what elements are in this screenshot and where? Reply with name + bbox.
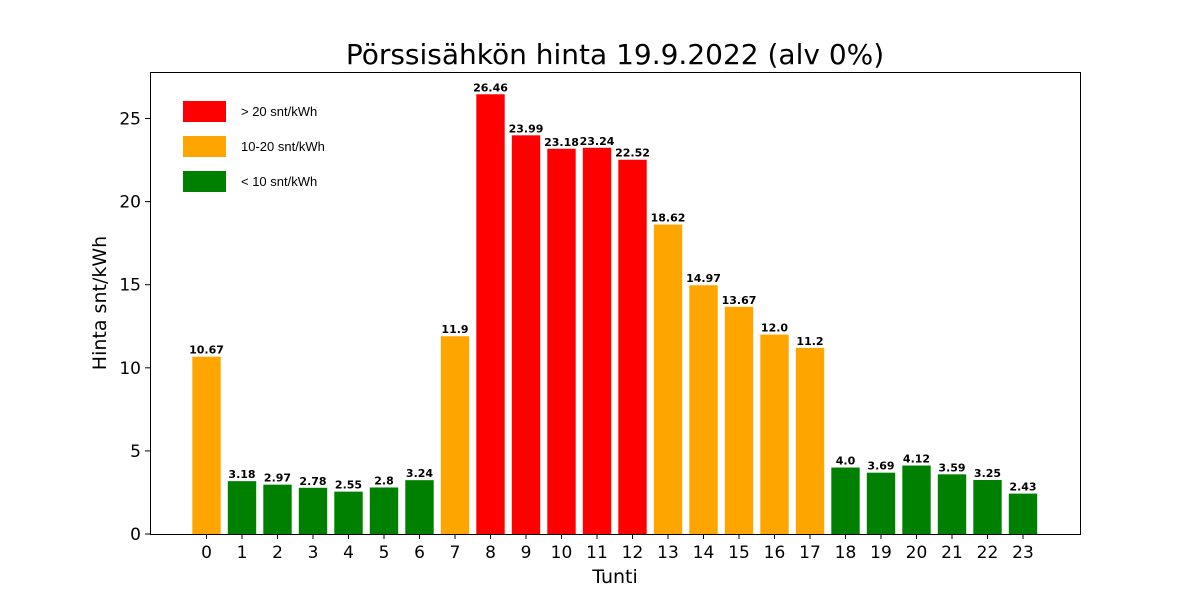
data-label-hour-12: 22.52 (615, 147, 650, 160)
x-tick-label: 7 (450, 543, 461, 563)
data-label-hour-2: 2.97 (264, 472, 291, 485)
data-label-hour-21: 3.59 (938, 461, 965, 474)
bar-hour-2 (263, 484, 292, 534)
data-label-hour-10: 23.18 (544, 136, 579, 149)
x-tick-label: 18 (835, 543, 857, 563)
legend-label: 10-20 snt/kWh (241, 139, 325, 154)
x-tick-label: 19 (870, 543, 892, 563)
bar-hour-13 (653, 224, 683, 535)
y-axis: 0 5 10 15 20 25 (119, 110, 150, 545)
bar-hour-16 (760, 334, 789, 534)
data-label-hour-22: 3.25 (974, 467, 1001, 480)
y-tick-label: 15 (119, 276, 141, 296)
x-tick-label: 1 (237, 543, 248, 563)
x-tick-label: 10 (551, 543, 573, 563)
x-tick-label: 9 (521, 543, 532, 563)
legend-label: > 20 snt/kWh (241, 104, 317, 119)
x-tick-label: 3 (308, 543, 319, 563)
y-tick-label: 5 (130, 442, 141, 462)
bar-hour-5 (369, 487, 399, 534)
data-label-hour-1: 3.18 (228, 468, 255, 481)
bar-hour-17 (795, 347, 825, 534)
bar-hour-15 (724, 306, 754, 534)
data-label-hour-14: 14.97 (686, 272, 721, 285)
bar-hour-11 (582, 147, 612, 534)
bar-hour-9 (511, 135, 541, 534)
y-tick-label: 10 (119, 359, 141, 379)
bar-hour-21 (937, 474, 967, 534)
y-axis-label: Hinta snt/kWh (89, 236, 111, 370)
x-tick-label: 8 (485, 543, 496, 563)
data-labels-group: 10.67 3.18 2.97 2.78 2.55 2.8 3.24 11.9 26.46 23.… (189, 81, 1036, 493)
data-label-hour-17: 11.2 (796, 335, 823, 348)
bar-hour-18 (831, 467, 860, 534)
data-label-hour-3: 2.78 (299, 475, 326, 488)
bars-group (192, 94, 1038, 535)
legend: > 20 snt/kWh 10-20 snt/kWh < 10 snt/kWh (183, 101, 325, 192)
plot-frame (150, 72, 1081, 535)
bar-hour-7 (440, 336, 470, 534)
x-tick-label: 21 (941, 543, 963, 563)
data-label-hour-4: 2.55 (335, 479, 362, 492)
x-tick-label: 23 (1012, 543, 1034, 563)
bar-hour-0 (192, 356, 221, 534)
data-label-hour-20: 4.12 (903, 453, 930, 466)
bar-hour-8 (476, 94, 505, 534)
data-label-hour-9: 23.99 (509, 122, 544, 135)
data-label-hour-23: 2.43 (1009, 481, 1036, 494)
x-tick-label: 6 (414, 543, 425, 563)
x-tick-label: 22 (977, 543, 999, 563)
bar-hour-14 (689, 285, 718, 534)
legend-swatch (183, 136, 226, 157)
bar-hour-6 (405, 480, 434, 534)
legend-swatch (183, 101, 226, 122)
data-label-hour-11: 23.24 (580, 135, 615, 148)
bar-hour-4 (334, 491, 363, 534)
bar-hour-23 (1008, 493, 1038, 534)
data-label-hour-16: 12.0 (761, 322, 788, 335)
x-tick-label: 13 (657, 543, 679, 563)
data-label-hour-15: 13.67 (722, 294, 757, 307)
data-label-hour-6: 3.24 (406, 467, 433, 480)
data-label-hour-7: 11.9 (441, 323, 468, 336)
data-label-hour-8: 26.46 (473, 81, 508, 94)
x-tick-label: 4 (343, 543, 354, 563)
x-tick-label: 16 (764, 543, 786, 563)
x-tick-label: 0 (201, 543, 212, 563)
chart-title: Pörssisähkön hinta 19.9.2022 (alv 0%) (346, 38, 884, 71)
bar-hour-10 (547, 148, 576, 534)
x-tick-label: 17 (799, 543, 821, 563)
x-tick-label: 12 (622, 543, 644, 563)
x-tick-label: 15 (728, 543, 750, 563)
data-label-hour-0: 10.67 (189, 344, 224, 357)
y-tick-label: 20 (119, 193, 141, 213)
bar-hour-20 (902, 465, 931, 534)
legend-label: < 10 snt/kWh (241, 174, 317, 189)
x-tick-label: 14 (693, 543, 715, 563)
bar-hour-22 (973, 479, 1002, 534)
bar-hour-1 (227, 481, 257, 534)
x-axis: 0 1 2 3 4 5 6 7 8 9 10 11 12 13 14 15 16 17 18 19 20 21 22 23 (201, 534, 1034, 563)
data-label-hour-19: 3.69 (867, 460, 894, 473)
x-tick-label: 5 (379, 543, 390, 563)
bar-hour-19 (866, 472, 896, 534)
x-tick-label: 11 (586, 543, 608, 563)
data-label-hour-5: 2.8 (374, 474, 394, 487)
x-axis-label: Tunti (591, 566, 638, 588)
data-label-hour-13: 18.62 (651, 212, 686, 225)
y-tick-label: 25 (119, 110, 141, 130)
x-tick-label: 20 (906, 543, 928, 563)
y-tick-label: 0 (130, 525, 141, 545)
x-tick-label: 2 (272, 543, 283, 563)
legend-swatch (183, 171, 226, 192)
data-label-hour-18: 4.0 (836, 455, 856, 468)
bar-hour-3 (298, 487, 328, 534)
bar-hour-12 (618, 159, 647, 534)
